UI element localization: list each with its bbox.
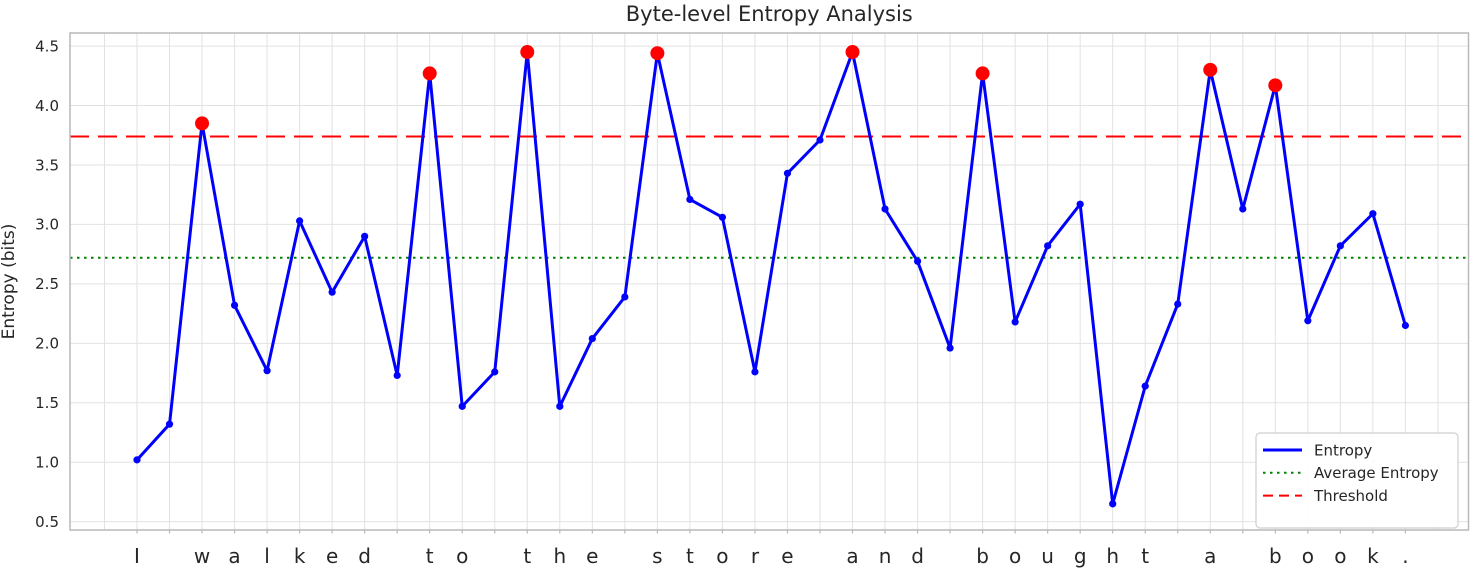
x-tick-label: e <box>781 544 793 568</box>
x-tick-label: h <box>1106 544 1119 568</box>
highlight-marker <box>975 66 990 81</box>
data-point-marker <box>328 288 336 296</box>
legend-label: Threshold <box>1313 487 1388 505</box>
x-tick-label: b <box>1269 544 1282 568</box>
y-tick-label: 1.5 <box>35 394 59 412</box>
legend-label: Entropy <box>1314 441 1372 459</box>
data-point-marker <box>621 293 629 301</box>
reference-lines <box>70 135 1469 259</box>
data-point-marker <box>1011 318 1019 326</box>
y-tick-label: 4.5 <box>35 37 59 55</box>
x-tick-label: g <box>1074 544 1087 568</box>
y-axis-label: Entropy (bits) <box>0 224 19 340</box>
x-tick-label: n <box>879 544 892 568</box>
data-point-marker <box>263 367 271 375</box>
data-point-marker <box>783 169 792 177</box>
x-tick-label: k <box>294 544 306 568</box>
legend: Entropy Average Entropy Threshold <box>1255 432 1459 529</box>
data-point-marker <box>458 402 466 410</box>
highlight-marker <box>195 116 210 131</box>
y-tick-label: 4.0 <box>35 97 59 115</box>
data-point-marker <box>1239 205 1247 213</box>
data-point-marker <box>881 205 889 213</box>
y-tick-label: 3.5 <box>35 156 59 174</box>
x-tick-label: I <box>134 544 140 568</box>
y-tick-label: 1.0 <box>35 454 59 472</box>
data-point-marker <box>556 402 564 410</box>
data-point-marker <box>361 232 369 240</box>
x-tick-label: t <box>523 544 531 568</box>
data-point-marker <box>1304 317 1312 325</box>
highlight-marker <box>1203 62 1218 77</box>
chart-title: Byte-level Entropy Analysis <box>626 2 913 26</box>
y-tick-labels: 0.5 1.0 1.5 2.0 2.5 3.0 3.5 4.0 4.5 <box>35 37 59 531</box>
x-tick-label: a <box>228 544 240 568</box>
x-tick-label: s <box>652 544 662 568</box>
data-point-marker <box>1044 242 1052 250</box>
gridlines <box>70 33 1469 530</box>
plot-border <box>69 32 1470 531</box>
data-point-marker <box>230 301 239 309</box>
data-point-marker <box>1109 500 1117 508</box>
data-point-marker <box>1369 210 1377 218</box>
y-tick-label: 2.5 <box>35 275 59 293</box>
y-tick-label: 2.0 <box>35 335 59 353</box>
x-tick-label: k <box>1367 544 1379 568</box>
x-tick-label: w <box>194 544 210 568</box>
x-tick-label: e <box>586 544 598 568</box>
highlight-marker <box>422 66 437 81</box>
x-tick-label: o <box>1302 544 1314 568</box>
y-tick-label: 0.5 <box>35 513 59 531</box>
highlight-marker <box>845 45 860 60</box>
x-tick-label: d <box>358 544 371 568</box>
x-tick-label: u <box>1041 544 1054 568</box>
y-tick-label: 3.0 <box>35 216 59 234</box>
data-point-marker <box>393 371 401 380</box>
legend-box <box>1255 432 1459 529</box>
data-point-marker <box>751 368 759 376</box>
x-tick-label: a <box>846 544 858 568</box>
data-point-marker <box>1141 382 1149 390</box>
x-tick-label: o <box>456 544 468 568</box>
data-point-marker <box>913 257 922 265</box>
highlight-marker <box>1268 78 1283 93</box>
x-tick-label: b <box>976 544 989 568</box>
x-tick-label: h <box>553 544 566 568</box>
x-tick-label: o <box>716 544 728 568</box>
x-tick-label: t <box>1141 544 1149 568</box>
x-tick-label: l <box>264 544 270 568</box>
data-point-marker <box>165 420 174 428</box>
x-tick-label: . <box>1402 544 1408 568</box>
highlight-marker <box>650 46 665 61</box>
data-point-marker <box>588 334 596 343</box>
x-tick-label: d <box>911 544 924 568</box>
data-point-marker <box>946 344 954 352</box>
data-point-marker <box>816 136 824 144</box>
x-tick-label: o <box>1334 544 1346 568</box>
data-point-marker <box>686 195 694 204</box>
x-tick-label: t <box>426 544 434 568</box>
x-tick-label: r <box>751 544 760 568</box>
x-tick-label: e <box>326 544 338 568</box>
data-point-marker <box>1174 300 1182 308</box>
entropy-line <box>135 50 1407 506</box>
data-point-marker <box>1336 242 1344 250</box>
data-point-marker <box>1076 200 1084 208</box>
data-point-marker <box>491 368 499 376</box>
legend-label: Average Entropy <box>1314 464 1439 482</box>
x-tick-label: a <box>1204 544 1216 568</box>
data-point-marker <box>718 213 727 221</box>
x-tick-label: t <box>686 544 694 568</box>
x-tick-label: o <box>1009 544 1021 568</box>
data-point-marker <box>296 217 304 225</box>
data-point-marker <box>1401 321 1410 330</box>
highlight-marker <box>520 45 535 60</box>
data-point-marker <box>133 456 141 464</box>
threshold-exceed-markers <box>195 45 1283 131</box>
